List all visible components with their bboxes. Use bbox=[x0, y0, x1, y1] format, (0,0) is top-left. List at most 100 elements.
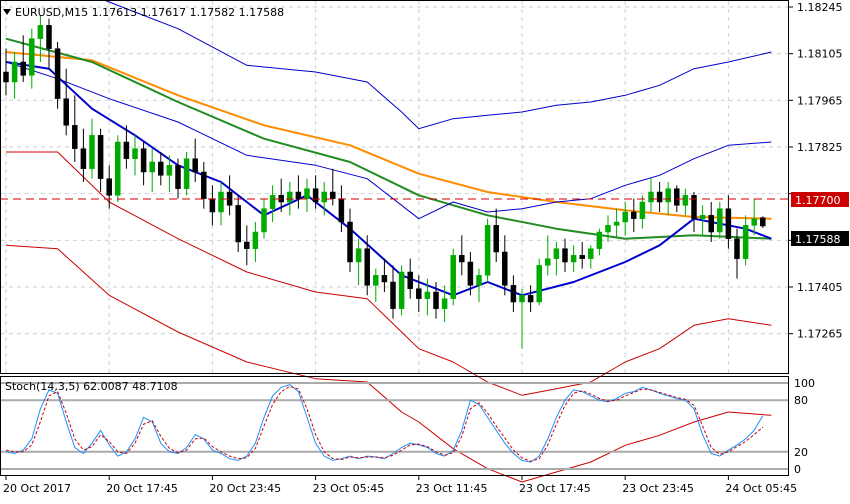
candle-body[interactable] bbox=[570, 255, 577, 263]
candle-body[interactable] bbox=[269, 195, 276, 209]
candle-body[interactable] bbox=[622, 211, 628, 223]
candle-body[interactable] bbox=[734, 238, 740, 259]
candle-body[interactable] bbox=[355, 248, 362, 263]
candle-body[interactable] bbox=[639, 201, 646, 219]
level-tag-background bbox=[791, 192, 849, 207]
candle-body[interactable] bbox=[717, 208, 723, 233]
candle-body[interactable] bbox=[553, 248, 560, 259]
candle-body[interactable] bbox=[63, 98, 69, 126]
candle-body[interactable] bbox=[441, 298, 448, 309]
candle-body[interactable] bbox=[562, 248, 568, 263]
candle-body[interactable] bbox=[106, 178, 112, 196]
price-tick-label: 1.17405 bbox=[797, 281, 843, 294]
candle-body[interactable] bbox=[3, 71, 9, 83]
candle-body[interactable] bbox=[467, 261, 474, 286]
candle-body[interactable] bbox=[519, 295, 525, 303]
candle-body[interactable] bbox=[183, 158, 190, 189]
stoch-level-label: 100 bbox=[794, 377, 815, 390]
candle-body[interactable] bbox=[209, 198, 216, 213]
candle-body[interactable] bbox=[175, 165, 181, 189]
candle-body[interactable] bbox=[37, 25, 44, 39]
candle-body[interactable] bbox=[287, 191, 293, 203]
candle-body[interactable] bbox=[132, 148, 138, 159]
candle-body[interactable] bbox=[613, 221, 620, 226]
candle-body[interactable] bbox=[140, 148, 147, 173]
candle-body[interactable] bbox=[381, 275, 388, 283]
candle-body[interactable] bbox=[304, 188, 310, 199]
candle-body[interactable] bbox=[510, 285, 517, 303]
candles[interactable] bbox=[3, 15, 766, 349]
candle-body[interactable] bbox=[536, 265, 542, 303]
stoch-level-label: 20 bbox=[794, 446, 808, 459]
env-outer-band-line bbox=[5, 61, 772, 220]
candle-body[interactable] bbox=[54, 48, 61, 99]
candle-body[interactable] bbox=[115, 141, 121, 196]
candle-body[interactable] bbox=[330, 191, 336, 199]
candle-body[interactable] bbox=[373, 275, 379, 286]
candle-body[interactable] bbox=[725, 208, 732, 239]
candle-body[interactable] bbox=[656, 191, 663, 203]
candle-body[interactable] bbox=[338, 198, 345, 223]
candle-body[interactable] bbox=[751, 218, 757, 226]
candle-body[interactable] bbox=[407, 271, 413, 289]
candle-body[interactable] bbox=[123, 141, 130, 159]
candle-body[interactable] bbox=[674, 188, 680, 206]
price-panel-frame bbox=[0, 0, 789, 374]
stoch-panel-frame bbox=[0, 376, 789, 476]
candle-body[interactable] bbox=[450, 255, 456, 299]
candle-body[interactable] bbox=[166, 165, 173, 176]
candle-body[interactable] bbox=[648, 191, 654, 203]
candle-body[interactable] bbox=[252, 231, 259, 249]
candle-body[interactable] bbox=[149, 161, 155, 173]
candle-body[interactable] bbox=[682, 195, 689, 206]
candle-body[interactable] bbox=[484, 225, 491, 276]
candle-body[interactable] bbox=[312, 188, 319, 203]
candle-body[interactable] bbox=[295, 191, 302, 199]
candle-body[interactable] bbox=[390, 281, 396, 309]
candle-body[interactable] bbox=[46, 25, 52, 49]
candle-body[interactable] bbox=[201, 171, 207, 199]
candle-body[interactable] bbox=[321, 191, 327, 203]
candle-body[interactable] bbox=[699, 215, 706, 219]
candle-body[interactable] bbox=[158, 161, 164, 176]
candle-body[interactable] bbox=[742, 225, 749, 259]
candle-body[interactable] bbox=[665, 188, 671, 203]
candle-body[interactable] bbox=[416, 288, 422, 299]
candle-body[interactable] bbox=[11, 61, 18, 83]
price-axis: 1.182451.181051.179651.178251.175451.174… bbox=[788, 1, 843, 341]
candle-body[interactable] bbox=[89, 135, 95, 169]
candle-body[interactable] bbox=[476, 275, 482, 286]
candle-body[interactable] bbox=[244, 241, 250, 249]
dropdown-arrow-icon[interactable] bbox=[3, 9, 11, 15]
candle-body[interactable] bbox=[433, 291, 439, 309]
candle-body[interactable] bbox=[261, 208, 267, 233]
candle-body[interactable] bbox=[502, 251, 508, 286]
candle-body[interactable] bbox=[72, 125, 78, 149]
candle-body[interactable] bbox=[493, 225, 499, 253]
candle-body[interactable] bbox=[235, 205, 241, 243]
candle-body[interactable] bbox=[760, 217, 766, 227]
candle-body[interactable] bbox=[588, 248, 594, 259]
stoch-main-line bbox=[5, 384, 764, 463]
candle-body[interactable] bbox=[691, 195, 697, 219]
candle-body[interactable] bbox=[192, 158, 198, 173]
candle-body[interactable] bbox=[20, 61, 26, 76]
candle-body[interactable] bbox=[347, 221, 353, 263]
price-tag-background bbox=[791, 231, 849, 246]
candle-body[interactable] bbox=[80, 148, 87, 169]
candle-body[interactable] bbox=[527, 295, 534, 303]
candle-body[interactable] bbox=[398, 271, 405, 309]
candle-body[interactable] bbox=[596, 231, 603, 249]
candle-body[interactable] bbox=[97, 135, 104, 179]
level-price-tag: 1.17700 bbox=[791, 192, 849, 207]
candle-body[interactable] bbox=[459, 255, 465, 263]
candle-body[interactable] bbox=[579, 255, 585, 259]
candle-body[interactable] bbox=[218, 191, 224, 213]
candle-body[interactable] bbox=[631, 211, 637, 219]
candle-body[interactable] bbox=[545, 258, 551, 266]
candle-body[interactable] bbox=[708, 215, 714, 233]
candle-body[interactable] bbox=[424, 291, 431, 299]
candle-body[interactable] bbox=[29, 38, 35, 76]
candle-body[interactable] bbox=[605, 225, 611, 233]
candle-body[interactable] bbox=[364, 248, 370, 286]
